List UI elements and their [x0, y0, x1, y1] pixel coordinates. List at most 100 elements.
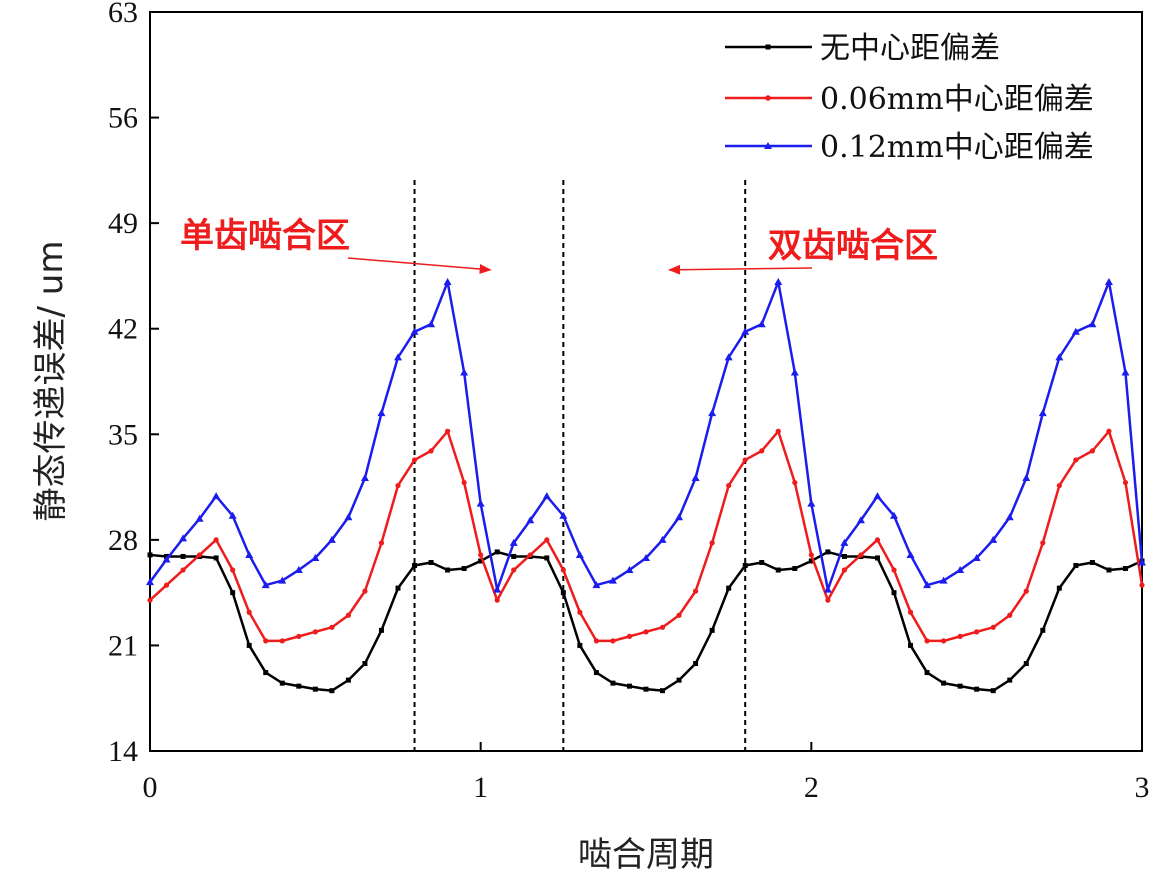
series-0-point-12	[345, 677, 351, 683]
series-1-point-8	[279, 638, 285, 644]
series-2-point-39	[790, 368, 799, 376]
series-0-point-21	[494, 549, 500, 555]
series-0-point-45	[891, 590, 897, 596]
series-2-point-49	[956, 566, 965, 574]
series-0-point-55	[1056, 585, 1062, 591]
x-axis-title: 啮合周期	[578, 835, 714, 875]
y-axis-title: 静态传递误差/ um	[31, 241, 71, 522]
series-0-point-22	[511, 553, 517, 559]
series-2-point-33	[691, 474, 700, 482]
series-1-point-12	[345, 612, 351, 618]
series-0-point-44	[874, 555, 880, 561]
series-1-point-3	[197, 552, 203, 558]
series-1-point-54	[1040, 540, 1046, 546]
series-2-point-29	[625, 566, 634, 574]
series-0-point-32	[676, 677, 682, 683]
series-2-point-60	[1138, 558, 1146, 566]
series-1-point-24	[544, 537, 550, 543]
series-1-point-51	[990, 624, 996, 630]
series-1-point-57	[1089, 448, 1095, 454]
series-1-point-5	[230, 567, 236, 573]
series-2-point-41	[823, 585, 832, 593]
series-0-point-56	[1073, 562, 1079, 568]
series-1-point-34	[709, 540, 715, 546]
x-tick-label-2: 2	[804, 771, 819, 804]
series-0-point-4	[213, 555, 219, 561]
series-0-point-41	[825, 549, 831, 555]
series-1-point-42	[841, 567, 848, 573]
y-tick-label-7: 63	[108, 0, 138, 29]
series-1-point-46	[907, 609, 914, 615]
series-2-point-9	[294, 566, 303, 574]
series-1-point-28	[610, 638, 616, 644]
series-2-point-34	[708, 409, 717, 417]
series-1-point-33	[693, 588, 699, 594]
series-1-point-45	[891, 567, 897, 573]
series-1-point-38	[775, 428, 781, 434]
series-1-point-7	[263, 638, 269, 644]
series-1-point-14	[378, 540, 385, 546]
series-1-point-23	[527, 552, 533, 558]
series-2-point-30	[642, 553, 650, 561]
series-2-point-45	[890, 511, 898, 519]
series-2-point-10	[311, 553, 320, 561]
series-1-point-53	[1023, 588, 1029, 594]
series-0-point-27	[593, 670, 599, 676]
series-1-point-19	[461, 479, 467, 486]
series-0-point-31	[660, 688, 666, 694]
series-1-point-15	[395, 482, 401, 489]
series-1-point-52	[1007, 612, 1013, 618]
series-0-point-36	[742, 562, 748, 568]
series-0-point-9	[296, 683, 302, 689]
series-0-point-30	[643, 686, 649, 692]
series-2-point-13	[360, 474, 369, 482]
series-1-point-16	[411, 457, 418, 463]
series-2-point-14	[377, 409, 386, 417]
series-0-point-37	[759, 559, 765, 565]
annotation-double-tooth-zone: 双齿啮合区	[768, 226, 938, 266]
series-0-point-15	[395, 585, 401, 591]
y-tick-label-5: 49	[108, 207, 138, 240]
series-1-point-36	[742, 457, 748, 463]
annotation-arrow-single	[347, 257, 492, 274]
y-tick-label-6: 56	[108, 102, 138, 135]
series-1-point-58	[1106, 428, 1112, 434]
series-2-point-36	[741, 327, 750, 335]
series-2-point-48	[939, 576, 948, 584]
series-1-point-40	[808, 552, 814, 558]
series-1-point-43	[858, 552, 864, 558]
x-axis-ticks: 0 1 2 3	[143, 742, 1150, 804]
series-2-point-22	[509, 538, 518, 546]
series-1-point-60	[1139, 582, 1145, 588]
legend-marker-series-0	[765, 44, 771, 50]
series-0-point-29	[626, 683, 632, 689]
series-1-point-47	[924, 638, 930, 644]
series-2-point-53	[1022, 474, 1031, 482]
series-1-point-2	[180, 567, 186, 573]
legend-marker-series-1	[765, 95, 771, 101]
series-1-point-27	[593, 638, 600, 644]
y-tick-label-3: 35	[108, 418, 138, 451]
series-1-point-41	[825, 597, 831, 603]
series-2-point-55	[1055, 353, 1064, 361]
series-0-point-46	[908, 642, 914, 648]
series-0-point-10	[312, 686, 318, 692]
series-2-point-8	[278, 576, 287, 584]
series-0-point-53	[1023, 661, 1029, 667]
series-2-point-16	[410, 327, 419, 335]
series-0-point-59	[1122, 566, 1128, 572]
series-2-point-11	[327, 535, 336, 543]
annotation-arrow-double	[668, 264, 813, 275]
series-0-point-7	[263, 670, 269, 676]
series-1-point-44	[874, 537, 881, 543]
series-0-point-34	[709, 627, 715, 633]
series-2-point-54	[1038, 409, 1047, 417]
series-2-point-44	[873, 492, 882, 500]
series-1-point-0	[147, 597, 153, 603]
series-2-point-12	[344, 513, 353, 521]
y-axis-ticks: 14 21 28 35 42 49 56 63	[108, 0, 159, 768]
series-2-point-1	[162, 555, 171, 563]
series-0-point-49	[957, 683, 963, 689]
series-2-point-27	[592, 581, 601, 589]
series-2-point-17	[427, 320, 436, 328]
